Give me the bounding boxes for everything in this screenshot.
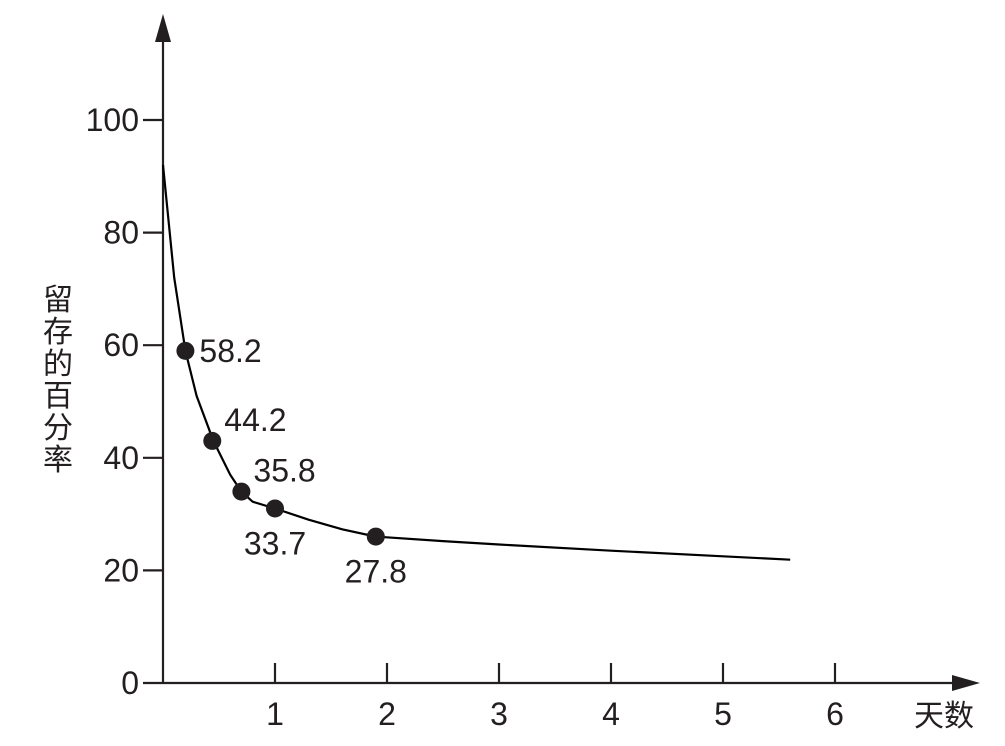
data-label: 44.2 — [224, 402, 286, 438]
y-axis-title-char: 分 — [43, 412, 73, 445]
y-axis-title-char: 存 — [43, 316, 73, 349]
x-tick-label: 5 — [714, 696, 732, 732]
y-axis-ticks: 0 20 40 60 80 100 — [86, 102, 163, 701]
y-tick-label: 100 — [86, 102, 139, 138]
y-tick-label: 0 — [121, 665, 139, 701]
data-point — [266, 499, 284, 518]
y-axis-title-char: 留 — [43, 284, 73, 317]
data-points — [176, 341, 385, 546]
y-axis-title-char: 百 — [43, 380, 73, 413]
y-tick-label: 40 — [103, 440, 139, 476]
x-axis-arrow — [952, 675, 980, 691]
y-tick-label: 80 — [103, 215, 139, 251]
data-point — [366, 527, 385, 546]
x-tick-label: 4 — [602, 696, 620, 732]
data-label: 33.7 — [244, 525, 306, 561]
data-label: 27.8 — [345, 554, 407, 590]
axes — [143, 14, 980, 691]
data-labels: 58.2 44.2 35.8 33.7 27.8 — [199, 333, 407, 590]
x-tick-label: 1 — [266, 696, 284, 732]
data-point — [176, 341, 195, 360]
x-axis-title: 天数 — [914, 700, 974, 733]
data-label: 35.8 — [253, 453, 315, 489]
y-axis-title-char: 率 — [43, 444, 73, 477]
x-axis-ticks: 1 2 3 4 5 6 — [266, 663, 844, 732]
y-axis-arrow — [155, 14, 171, 42]
data-label: 58.2 — [199, 333, 261, 369]
x-tick-label: 3 — [490, 696, 508, 732]
y-tick-label: 20 — [103, 552, 139, 588]
x-tick-label: 2 — [378, 696, 396, 732]
data-point — [203, 431, 222, 450]
y-axis-title-char: 的 — [43, 348, 73, 381]
x-tick-label: 6 — [826, 696, 844, 732]
data-point — [232, 482, 251, 501]
y-tick-label: 60 — [103, 327, 139, 363]
